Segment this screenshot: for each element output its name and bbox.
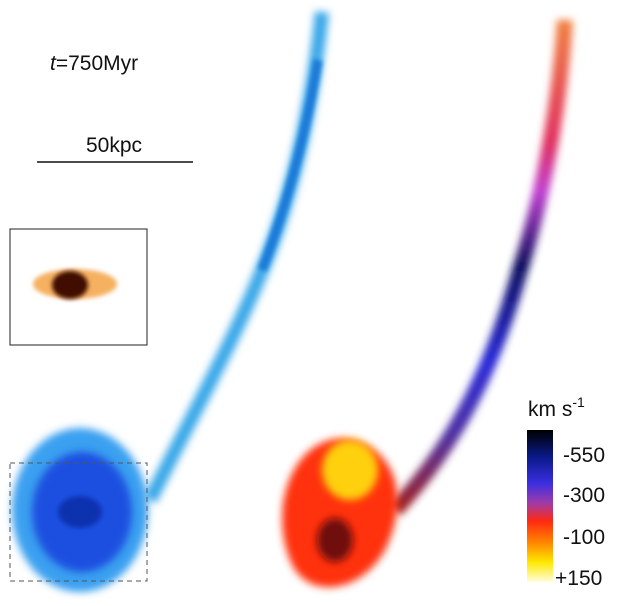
colorbar-label: -550 xyxy=(563,444,605,467)
scale-label: 50kpc xyxy=(86,134,142,157)
time-label: t=750Myr xyxy=(50,52,138,75)
colorbar-label: -100 xyxy=(563,526,605,549)
galaxy-core xyxy=(317,518,353,562)
colorbar-unit: km s-1 xyxy=(528,394,585,421)
tidal-tail xyxy=(150,12,322,500)
time-value: =750Myr xyxy=(56,52,138,75)
colorbar-label: -300 xyxy=(563,484,605,507)
right-panel xyxy=(282,20,565,587)
colorbar: km s-1 -550 -300 -100 +150 xyxy=(527,394,605,590)
galaxy-core xyxy=(58,496,102,528)
unit: km s xyxy=(528,398,572,421)
figure: t=750Myr 50kpc km s-1 -550 -300 -100 +15… xyxy=(0,0,618,606)
inset-core xyxy=(52,271,88,299)
galaxy-bright xyxy=(322,440,378,500)
unit-exponent: -1 xyxy=(572,394,585,410)
colorbar-label: +150 xyxy=(555,567,602,590)
left-panel: t=750Myr 50kpc xyxy=(10,12,322,592)
colorbar-scale xyxy=(527,430,553,582)
